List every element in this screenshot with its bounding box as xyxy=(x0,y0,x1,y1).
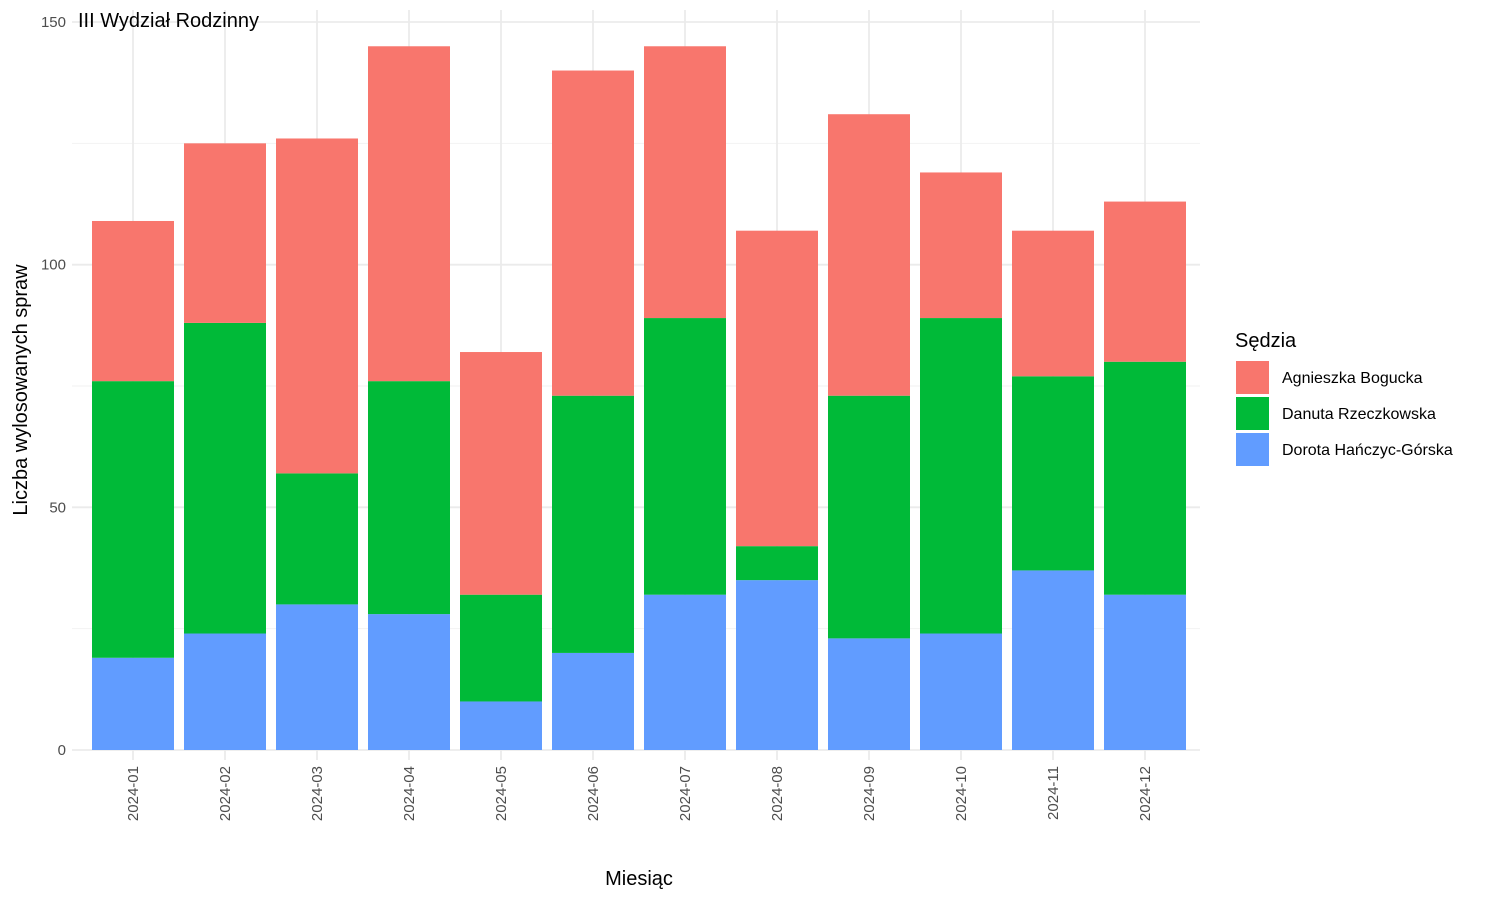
x-tick-label: 2024-08 xyxy=(769,766,786,821)
legend-label: Agnieszka Bogucka xyxy=(1282,370,1423,387)
x-tick-label: 2024-03 xyxy=(309,766,326,821)
bar-segment xyxy=(1104,201,1186,362)
bar-segment xyxy=(736,580,818,750)
bar-segment xyxy=(92,381,174,658)
x-tick-label: 2024-09 xyxy=(861,766,878,821)
legend-title: Sędzia xyxy=(1235,330,1297,352)
x-tick-label: 2024-05 xyxy=(493,766,510,821)
bar-segment xyxy=(828,395,910,639)
y-tick-label: 100 xyxy=(41,257,66,274)
bar-segment xyxy=(736,230,818,547)
bar-segment xyxy=(276,138,358,474)
bar-segment xyxy=(828,638,910,750)
chart-annotation: III Wydział Rodzinny xyxy=(78,10,259,32)
bar-segment xyxy=(184,322,266,634)
bar-segment xyxy=(276,604,358,750)
bars-layer xyxy=(92,46,1186,750)
legend-swatch xyxy=(1236,397,1269,430)
bar-segment xyxy=(1104,594,1186,750)
bar-segment xyxy=(552,395,634,653)
bar-segment xyxy=(920,318,1002,634)
legend-label: Dorota Hańczyc-Górska xyxy=(1282,442,1453,459)
bar-segment xyxy=(1012,570,1094,750)
bar-segment xyxy=(368,381,450,615)
y-tick-label: 0 xyxy=(58,742,66,759)
y-axis-ticks: 0 50 100 150 xyxy=(41,14,66,759)
bar-segment xyxy=(644,594,726,750)
bar-segment xyxy=(828,114,910,396)
bar-segment xyxy=(552,70,634,396)
bar-segment xyxy=(736,546,818,581)
bar-segment xyxy=(1012,230,1094,377)
bar-segment xyxy=(920,172,1002,319)
legend-swatch xyxy=(1236,433,1269,466)
x-tick-label: 2024-01 xyxy=(125,766,142,821)
bar-segment xyxy=(920,633,1002,750)
y-axis-title: Liczba wylosowanych spraw xyxy=(10,264,32,516)
bar-segment xyxy=(368,46,450,382)
x-tick-label: 2024-06 xyxy=(585,766,602,821)
bar-segment xyxy=(368,614,450,750)
bar-segment xyxy=(460,701,542,750)
legend-swatch xyxy=(1236,361,1269,394)
legend-items: Agnieszka Bogucka Danuta Rzeczkowska Dorot… xyxy=(1236,361,1453,466)
y-tick-label: 150 xyxy=(41,14,66,31)
x-tick-label: 2024-02 xyxy=(217,766,234,821)
x-tick-label: 2024-12 xyxy=(1137,766,1154,821)
bar-segment xyxy=(1104,361,1186,595)
bar-segment xyxy=(92,220,174,382)
y-tick-label: 50 xyxy=(49,499,66,516)
bar-segment xyxy=(460,594,542,702)
bar-segment xyxy=(184,633,266,750)
bar-segment xyxy=(276,473,358,605)
legend: Sędzia Agnieszka Bogucka Danuta Rzeczkows… xyxy=(1235,330,1453,466)
x-tick-label: 2024-04 xyxy=(401,766,418,821)
bar-segment xyxy=(1012,376,1094,571)
x-tick-label: 2024-07 xyxy=(677,766,694,821)
x-axis-ticks: 2024-01 2024-02 2024-03 2024-04 2024-05 2024-… xyxy=(125,766,1154,821)
bar-segment xyxy=(460,352,542,595)
bar-segment xyxy=(644,318,726,595)
bar-segment xyxy=(644,46,726,319)
bar-segment xyxy=(92,657,174,750)
legend-label: Danuta Rzeczkowska xyxy=(1282,406,1436,423)
bar-segment xyxy=(552,652,634,750)
x-axis-title: Miesiąc xyxy=(605,868,673,890)
x-tick-label: 2024-11 xyxy=(1045,766,1062,820)
x-tick-label: 2024-10 xyxy=(953,766,970,821)
bar-segment xyxy=(184,143,266,323)
